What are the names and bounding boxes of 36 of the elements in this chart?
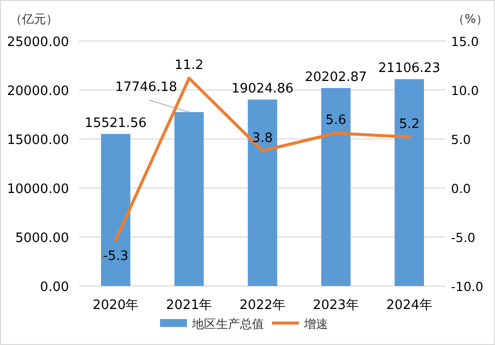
- data-label: 19024.86: [231, 82, 294, 97]
- bar: [174, 112, 204, 286]
- x-tick-label: 2020年: [92, 298, 139, 313]
- y2-tick-label: 0.0: [451, 181, 471, 196]
- bar: [101, 134, 130, 286]
- y-tick-label: 25000.00: [6, 35, 69, 50]
- legend-label: 增速: [303, 317, 328, 331]
- data-label: 15521.56: [84, 116, 147, 131]
- y2-tick-label: -5.0: [451, 230, 476, 245]
- y2-axis-title: （%）: [452, 12, 488, 26]
- x-tick-label: 2023年: [312, 298, 359, 313]
- data-label: 5.6: [326, 113, 346, 128]
- y2-tick-label: 15.0: [451, 34, 479, 49]
- y2-tick-label: 5.0: [451, 132, 471, 147]
- data-label: 20202.87: [304, 70, 367, 86]
- y-tick-label: 5000.00: [15, 231, 69, 246]
- y-tick-label: 15000.00: [6, 133, 69, 148]
- y2-tick-label: 10.0: [451, 83, 479, 98]
- data-label: -5.3: [103, 248, 128, 264]
- y2-tick-label: -10.0: [451, 279, 484, 294]
- data-label: 17746.18: [115, 80, 178, 96]
- data-label: 21106.23: [378, 61, 440, 76]
- x-tick-label: 2021年: [166, 298, 212, 313]
- x-tick-label: 2022年: [239, 298, 286, 313]
- bar: [394, 79, 424, 286]
- data-label: 3.8: [252, 130, 273, 146]
- y-tick-label: 20000.00: [6, 84, 69, 99]
- bar: [321, 88, 351, 286]
- y-tick-label: 10000.00: [6, 182, 69, 197]
- data-label: 11.2: [174, 58, 204, 74]
- y-axis-title: （亿元）: [10, 12, 58, 26]
- legend-label: 地区生产总值: [191, 317, 264, 331]
- bar: [248, 100, 278, 286]
- y-tick-label: 0.00: [40, 280, 69, 295]
- x-tick-label: 2024年: [386, 298, 432, 313]
- data-label: 5.2: [398, 117, 420, 132]
